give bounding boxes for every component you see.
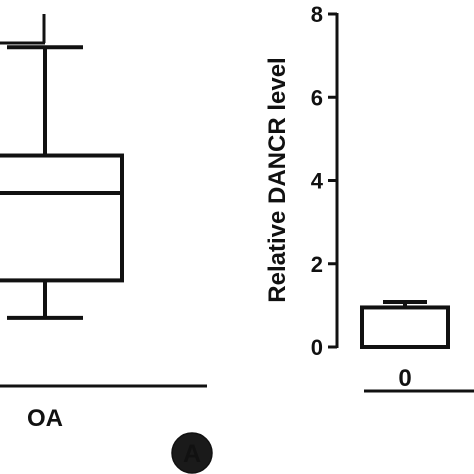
bar-0: [360, 305, 450, 349]
panel-badge-circle: [171, 432, 213, 474]
x-tick-label-oa: OA: [27, 405, 63, 432]
panel-badge-text: A: [183, 440, 201, 468]
y-tick-label: 6: [311, 85, 323, 110]
box-iqr: [0, 153, 124, 283]
y-axis-label: Relative DANCR level: [264, 57, 291, 302]
y-axis-ticks: 0 2 4 6 8: [311, 2, 337, 360]
bar-chart-panel: Relative DANCR level 0 2 4 6 8 0: [264, 2, 474, 393]
box-plot-panel: OA: [0, 14, 207, 432]
y-tick-label: 4: [311, 169, 324, 194]
y-tick-label: 8: [311, 2, 323, 27]
panel-label-badge: A: [171, 432, 213, 474]
bars: 0: [360, 300, 450, 392]
box-oa: [0, 45, 124, 320]
y-tick-label: 2: [311, 252, 323, 277]
x-tick-label-0: 0: [398, 365, 411, 392]
y-tick-label: 0: [311, 335, 323, 360]
